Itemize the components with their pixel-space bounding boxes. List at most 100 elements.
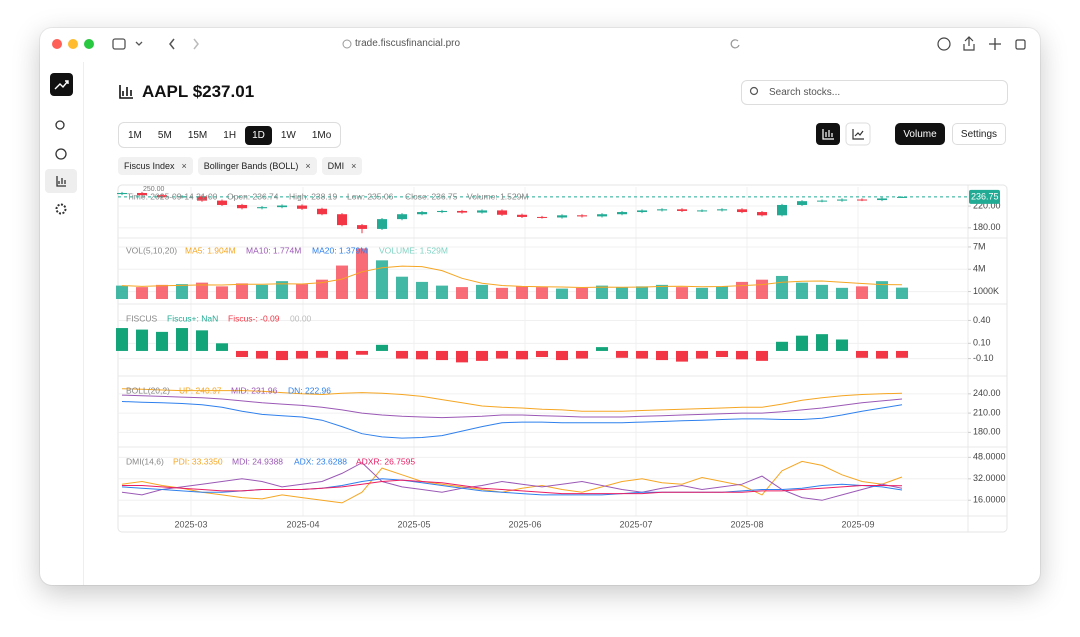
- candle-body: [397, 214, 407, 220]
- candle-body: [437, 210, 447, 213]
- reload-icon[interactable]: [730, 39, 740, 49]
- settings-button[interactable]: Settings: [952, 123, 1006, 145]
- indicator-line: [121, 401, 903, 439]
- indicator-chip[interactable]: Bollinger Bands (BOLL): [197, 157, 317, 175]
- new-tab-icon[interactable]: [989, 38, 1001, 50]
- zoom-dot[interactable]: [84, 39, 94, 49]
- chart-icon: [119, 85, 133, 99]
- interval-button[interactable]: 5M: [157, 129, 172, 141]
- bar: [456, 287, 468, 299]
- bar: [896, 350, 908, 358]
- back-button[interactable]: [169, 38, 175, 50]
- bar: [516, 350, 528, 360]
- legend-entry: VOLUME: 1.529M: [379, 245, 448, 255]
- y-tick-label: 180.00: [973, 222, 1001, 232]
- chevron[interactable]: [135, 41, 143, 46]
- bar: [696, 350, 708, 359]
- legend-entry: Time: 2025-09-14 21:00: [127, 191, 218, 201]
- bar: [296, 350, 308, 359]
- download-icon[interactable]: [937, 37, 951, 51]
- legend-entry: FISCUS: [126, 313, 158, 323]
- bar: [336, 265, 348, 299]
- legend-entry: 00.00: [290, 313, 312, 323]
- bar: [856, 350, 868, 358]
- bar: [576, 287, 588, 299]
- app-logo[interactable]: [50, 73, 73, 96]
- candle-view-button[interactable]: [816, 123, 840, 145]
- nav-chart[interactable]: [56, 176, 66, 187]
- minimize-dot[interactable]: [68, 39, 78, 49]
- interval-button[interactable]: 1W: [280, 129, 296, 141]
- indicator-chip[interactable]: Fiscus Index: [118, 157, 193, 175]
- indicator-line: [121, 460, 903, 504]
- interval-button[interactable]: 1M: [128, 129, 142, 141]
- nav-settings[interactable]: [55, 203, 67, 215]
- legend-entry: MA5: 1.904M: [185, 245, 236, 255]
- candle-body: [697, 210, 707, 212]
- sidebar-toggle[interactable]: [112, 38, 126, 50]
- bar: [396, 276, 408, 299]
- legend-entry: MDI: 24.9388: [232, 456, 283, 466]
- bar: [616, 350, 628, 358]
- bar: [236, 350, 248, 358]
- forward-button[interactable]: [193, 38, 199, 50]
- bar: [116, 328, 128, 351]
- x-tick-label: 2025-05: [397, 519, 430, 529]
- y-tick-label: 48.0000: [973, 452, 1006, 462]
- bar: [756, 350, 768, 361]
- url-bar[interactable]: trade.fiscusfinancial.pro: [355, 38, 461, 49]
- tabs-icon[interactable]: [1015, 39, 1026, 50]
- share-icon[interactable]: [963, 36, 975, 51]
- search-box[interactable]: Search stocks...: [741, 80, 1008, 105]
- bar: [596, 285, 608, 299]
- max-label: 250.00: [143, 186, 165, 193]
- search-icon: [749, 86, 759, 96]
- bar: [836, 339, 848, 351]
- nav-portfolio[interactable]: [55, 148, 67, 160]
- bar: [736, 281, 748, 299]
- x-tick-label: 2025-06: [508, 519, 541, 529]
- bar: [476, 350, 488, 361]
- bar: [796, 335, 808, 351]
- legend-entry: UP: 240.97: [179, 385, 222, 395]
- nav-search[interactable]: [55, 120, 65, 130]
- volume-button[interactable]: Volume: [895, 123, 945, 145]
- bar: [696, 287, 708, 299]
- interval-button[interactable]: 15M: [187, 129, 208, 141]
- bar: [756, 279, 768, 299]
- candle-body: [497, 210, 507, 215]
- logo-mark: [54, 80, 69, 90]
- bar: [276, 350, 288, 361]
- interval-button[interactable]: 1D: [245, 125, 272, 145]
- bar: [556, 350, 568, 361]
- bar: [316, 279, 328, 299]
- indicator-chip[interactable]: DMI: [321, 157, 363, 175]
- candle-body: [757, 212, 767, 216]
- candle-body: [477, 210, 487, 213]
- candle-body: [537, 216, 547, 218]
- candle-body: [117, 192, 127, 195]
- close-dot[interactable]: [52, 39, 62, 49]
- indicator-line: [122, 479, 903, 495]
- bar: [876, 350, 888, 359]
- y-tick-label: 1000K: [973, 286, 999, 296]
- y-tick-label: 0.10: [973, 338, 991, 348]
- indicator-line: [121, 462, 903, 501]
- bar: [436, 285, 448, 299]
- candle-body: [577, 215, 587, 217]
- line-view-button[interactable]: [845, 122, 871, 146]
- interval-button[interactable]: 1Mo: [311, 129, 332, 141]
- indicator-chips: Fiscus IndexBollinger Bands (BOLL)DMI: [118, 157, 363, 175]
- legend-entry: DMI(14,6): [126, 456, 164, 466]
- interval-button[interactable]: 1H: [223, 129, 237, 141]
- legend-entry: Low: 235.06: [347, 191, 394, 201]
- legend-entry: MA10: 1.774M: [246, 245, 301, 255]
- bar: [116, 285, 128, 299]
- bar: [216, 286, 228, 299]
- bar: [236, 283, 248, 299]
- bar: [716, 350, 728, 358]
- legend-entry: High: 238.19: [289, 191, 337, 201]
- bar: [356, 248, 368, 299]
- candle-body: [217, 200, 227, 205]
- bar: [636, 286, 648, 299]
